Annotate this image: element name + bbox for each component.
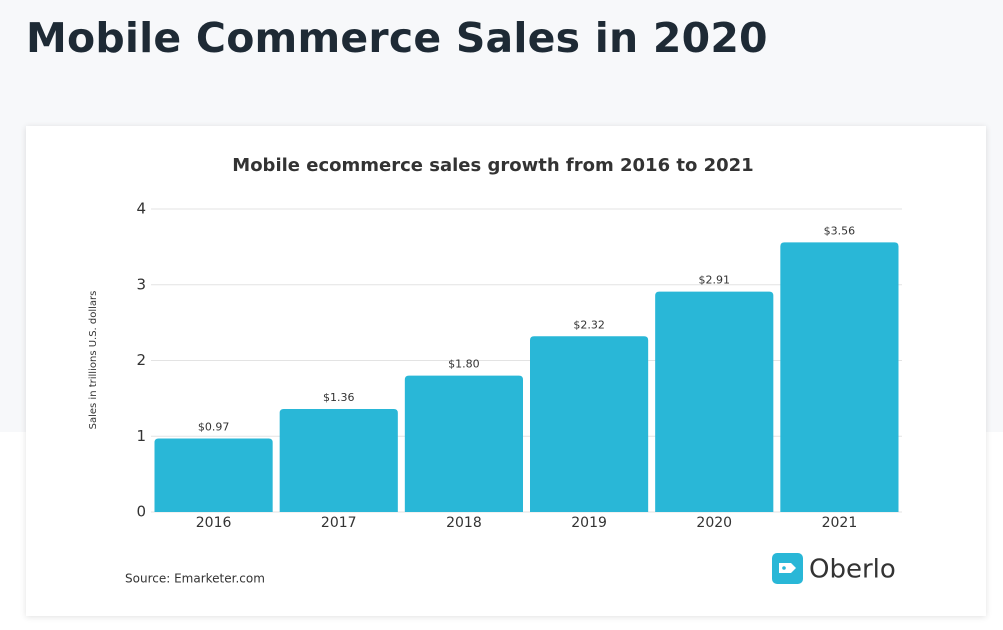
x-tick-label: 2016 xyxy=(196,515,232,531)
x-tick-label: 2020 xyxy=(696,515,732,531)
y-tick-label: 3 xyxy=(136,275,146,293)
y-tick-label: 0 xyxy=(136,503,146,521)
brand-name: Oberlo xyxy=(809,555,896,585)
page-title: Mobile Commerce Sales in 2020 xyxy=(26,14,768,62)
bar xyxy=(279,408,398,512)
chart-title: Mobile ecommerce sales growth from 2016 … xyxy=(232,155,753,176)
bar xyxy=(404,375,523,512)
y-tick-label: 2 xyxy=(136,351,146,369)
bar xyxy=(655,291,774,512)
value-label: $2.91 xyxy=(699,274,731,287)
x-tick-label: 2021 xyxy=(822,515,858,531)
y-tick-label: 4 xyxy=(136,200,146,218)
logo-dot xyxy=(782,566,786,570)
x-tick-label: 2019 xyxy=(571,515,607,531)
bar xyxy=(154,438,273,512)
logo-tag xyxy=(779,563,796,573)
y-tick-label: 1 xyxy=(136,427,146,445)
bar xyxy=(530,336,649,512)
value-label: $2.32 xyxy=(573,318,605,331)
x-tick-label: 2018 xyxy=(446,515,482,531)
value-label: $1.36 xyxy=(323,391,355,404)
x-tick-label: 2017 xyxy=(321,515,357,531)
brand-logo: Oberlo xyxy=(772,553,896,585)
value-label: $1.80 xyxy=(448,358,480,371)
value-label: $0.97 xyxy=(198,421,230,434)
y-axis-label: Sales in trillions U.S. dollars xyxy=(88,291,99,430)
source-note: Source: Emarketer.com xyxy=(125,572,265,586)
value-label: $3.56 xyxy=(824,224,856,237)
bar xyxy=(780,242,899,512)
